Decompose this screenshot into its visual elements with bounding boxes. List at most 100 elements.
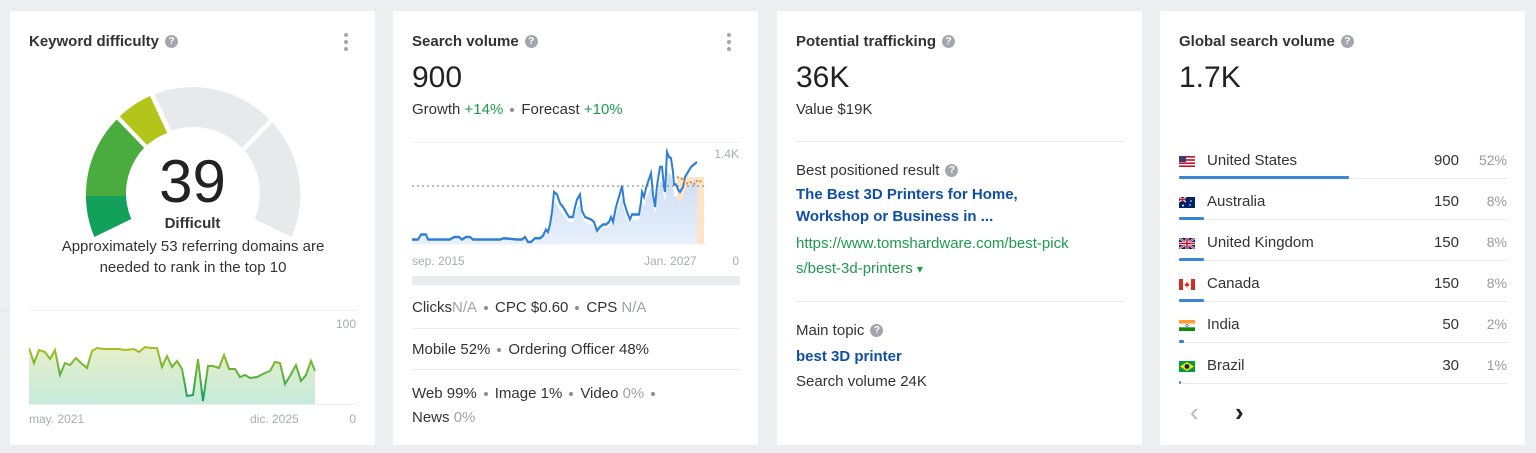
device-row: Mobile 52% Ordering Officer 48% [412, 341, 649, 358]
country-percent: 52% [1478, 152, 1507, 168]
search-volume-trend-chart[interactable] [412, 142, 707, 247]
x-end-label: dic. 2025 [250, 412, 299, 426]
web-share: Web 99% [412, 385, 477, 402]
traffic-value: 36K [796, 61, 850, 94]
clicks-value: N/A [452, 299, 478, 316]
gb-flag-icon [1179, 238, 1195, 249]
country-percent: 8% [1486, 234, 1507, 250]
y-min-label: 0 [349, 412, 356, 426]
card-title: Search volume ? [412, 33, 538, 50]
prev-page-button[interactable]: ‹ [1190, 397, 1199, 427]
card-title: Potential trafficking ? [796, 33, 956, 50]
x-start-label: may. 2021 [29, 412, 85, 426]
more-options-icon[interactable] [726, 33, 732, 51]
country-volume: 30 [1442, 357, 1459, 374]
x-start-label: sep. 2015 [412, 254, 465, 268]
country-percent: 2% [1486, 316, 1507, 332]
country-row[interactable]: Canada 150 8% [1179, 269, 1507, 310]
br-flag-icon [1179, 361, 1195, 372]
traffic-value-usd: Value $19K [796, 101, 873, 118]
difficulty-level: Difficult [164, 215, 221, 232]
country-volume: 50 [1442, 316, 1459, 333]
best-result-heading: Best positioned result ? [796, 162, 959, 179]
title-text: Search volume [412, 33, 519, 50]
best-result-title-link[interactable]: The Best 3D Printers for Home, Workshop … [796, 186, 1018, 225]
country-volume: 900 [1433, 152, 1459, 169]
card-title: Global search volume ? [1179, 33, 1354, 50]
y-min-label: 0 [732, 254, 739, 268]
country-name: United Kingdom [1207, 234, 1314, 251]
global-volume-card: Global search volume ? 1.7K United State… [1160, 11, 1525, 445]
search-volume-card: Search volume ? 900 Growth +14% Forecast … [393, 11, 758, 445]
country-percent: 1% [1486, 357, 1507, 373]
mobile-share: Mobile 52% [412, 341, 491, 358]
country-row[interactable]: Brazil 30 1% [1179, 351, 1507, 392]
global-volume-value: 1.7K [1179, 61, 1241, 94]
page-divider [0, 310, 10, 311]
country-volume: 150 [1433, 193, 1459, 210]
clicks-cpc-row: ClicksN/A CPC $0.60 CPS N/A [412, 299, 646, 316]
main-topic-heading: Main topic ? [796, 322, 884, 339]
share-bar [1179, 340, 1184, 343]
forecast-value: +10% [583, 101, 623, 118]
y-max-label: 100 [335, 317, 356, 331]
main-topic-link[interactable]: best 3D printer [796, 348, 902, 365]
growth-forecast: Growth +14% Forecast +10% [412, 101, 623, 118]
share-bar [1179, 176, 1349, 179]
more-options-icon[interactable] [343, 33, 349, 51]
country-name: Australia [1207, 193, 1266, 210]
card-title: Keyword difficulty ? [29, 33, 179, 50]
best-result-label: Best positioned result [796, 162, 940, 179]
country-row[interactable]: India 50 2% [1179, 310, 1507, 351]
caret-down-icon[interactable]: ▾ [916, 262, 923, 276]
title-text: Potential trafficking [796, 33, 937, 50]
title-text: Global search volume [1179, 33, 1335, 50]
chart-scrollbar[interactable] [412, 276, 740, 285]
image-share: Image 1% [494, 385, 563, 402]
cpc-label: CPC $0.60 [495, 299, 569, 316]
next-page-button[interactable]: › [1235, 397, 1244, 427]
country-volume: 150 [1433, 234, 1459, 251]
keyword-difficulty-card: Keyword difficulty ? 39 Difficult Approx… [10, 11, 375, 445]
main-topic-volume: Search volume 24K [796, 373, 927, 390]
main-topic-label: Main topic [796, 322, 865, 339]
country-row[interactable]: United Kingdom 150 8% [1179, 228, 1507, 269]
help-icon[interactable]: ? [945, 164, 959, 177]
share-bar [1179, 299, 1204, 302]
y-max-label: 1.4K [714, 147, 739, 161]
title-text: Keyword difficulty [29, 33, 160, 50]
country-row[interactable]: Australia 150 8% [1179, 187, 1507, 228]
share-bar [1179, 258, 1204, 261]
country-name: Brazil [1207, 357, 1245, 374]
forecast-label: Forecast [521, 101, 580, 118]
help-icon[interactable]: ? [165, 35, 179, 48]
difficulty-score: 39 [159, 148, 226, 215]
difficulty-gauge [85, 87, 301, 237]
help-icon[interactable]: ? [524, 35, 538, 48]
share-bar [1179, 217, 1204, 220]
video-value: 0% [622, 385, 645, 402]
difficulty-description: Approximately 53 referring domains are n… [61, 238, 325, 276]
best-result-url[interactable]: https://www.tomshardware.com/best-pick s… [796, 231, 1126, 282]
url-part-2: s/best-3d-printers [796, 260, 913, 277]
country-row[interactable]: United States 900 52% [1179, 146, 1507, 187]
ca-flag-icon [1179, 279, 1195, 290]
url-part-1: https://www.tomshardware.com/best-pick [796, 235, 1069, 252]
desktop-share: Ordering Officer 48% [508, 341, 650, 358]
country-name: Canada [1207, 275, 1260, 292]
help-icon[interactable]: ? [870, 324, 884, 337]
news-value: 0% [453, 409, 476, 426]
growth-label: Growth [412, 101, 461, 118]
cps-value: N/A [621, 299, 647, 316]
help-icon[interactable]: ? [1340, 35, 1354, 48]
cps-label: CPS [586, 299, 618, 316]
potential-traffic-card: Potential trafficking ? 36K Value $19K B… [777, 11, 1142, 445]
country-name: United States [1207, 152, 1298, 169]
share-bar [1179, 381, 1181, 384]
country-volume: 150 [1433, 275, 1459, 292]
difficulty-trend-chart [29, 345, 316, 404]
country-percent: 8% [1486, 275, 1507, 291]
help-icon[interactable]: ? [942, 35, 956, 48]
au-flag-icon [1179, 197, 1195, 208]
us-flag-icon [1179, 156, 1195, 167]
